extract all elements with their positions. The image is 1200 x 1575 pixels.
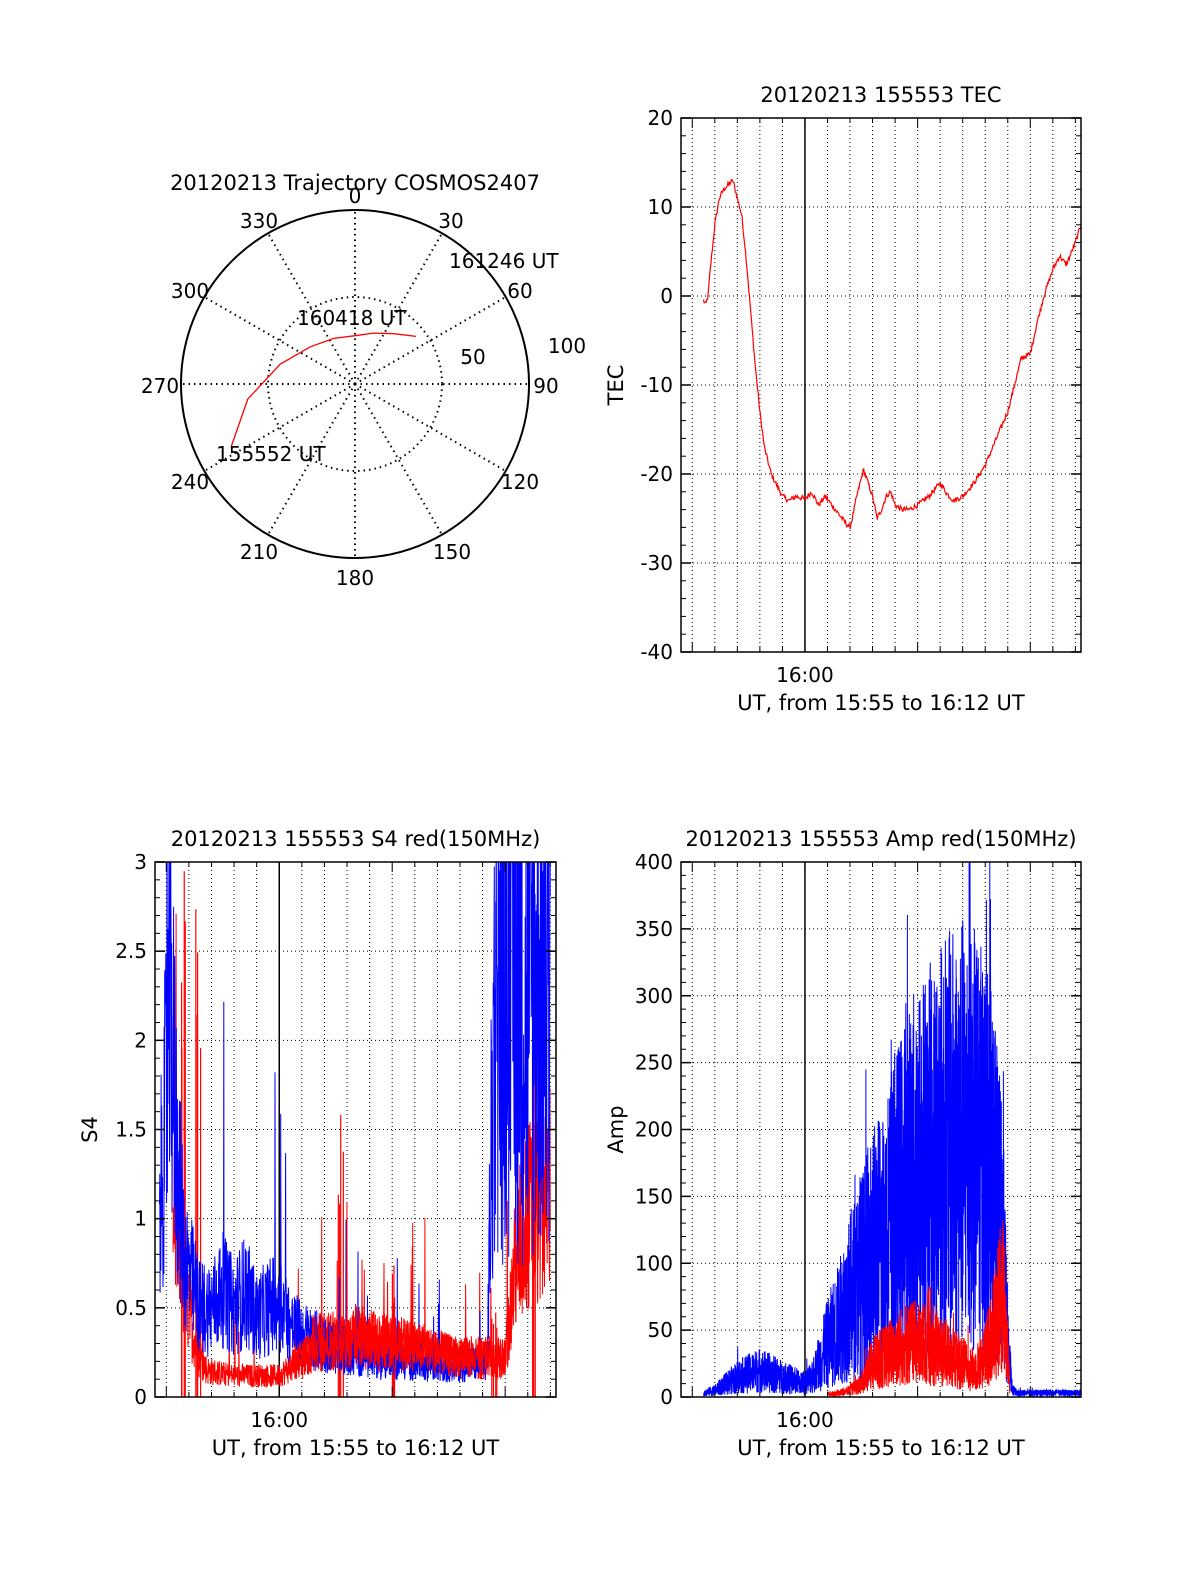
s4-ytick-label: 1.5: [115, 1118, 147, 1142]
polar-angle-label: 180: [336, 566, 374, 590]
polar-angle-label: 240: [171, 470, 209, 494]
s4-title: 20120213 155553 S4 red(150MHz): [171, 827, 541, 851]
tec-ytick-label: -10: [640, 373, 673, 397]
amp-xlabel: UT, from 15:55 to 16:12 UT: [737, 1436, 1025, 1460]
amp-ytick-label: 50: [648, 1318, 673, 1342]
s4-plot: 20120213 155553 S4 red(150MHz) 3 2.5 2 1.5 1 0…: [78, 827, 557, 1460]
amp-ytick-label: 300: [635, 984, 673, 1008]
tec-xlabel: UT, from 15:55 to 16:12 UT: [737, 691, 1025, 715]
polar-grid-spoke: [267, 383, 356, 536]
s4-ytick-label: 0.5: [115, 1296, 147, 1320]
polar-angle-label: 0: [349, 184, 362, 208]
amp-series-red: [827, 1220, 1011, 1397]
s4-ytick-label: 0: [134, 1385, 147, 1409]
s4-ytick-label: 3: [134, 850, 147, 874]
polar-time-annotation: 161246 UT: [449, 249, 559, 273]
tec-ytick-label: 20: [648, 106, 673, 130]
tec-ytick-label: -40: [640, 640, 673, 664]
polar-grid-circle: [267, 296, 443, 472]
tec-title: 20120213 155553 TEC: [760, 83, 1001, 107]
polar-grid-spoke: [354, 383, 443, 536]
tec-ytick-label: 0: [660, 284, 673, 308]
amp-ytick-label: 250: [635, 1051, 673, 1075]
polar-angle-label: 300: [171, 279, 209, 303]
polar-radius-label: 50: [460, 345, 485, 369]
amp-ylabel: Amp: [604, 1105, 628, 1153]
s4-ytick-label: 1: [134, 1207, 147, 1231]
polar-angle-label: 120: [501, 470, 539, 494]
amp-xtick-label: 16:00: [776, 1408, 834, 1432]
amp-ytick-label: 100: [635, 1251, 673, 1275]
polar-angle-label: 30: [438, 209, 463, 233]
tec-ytick-label: 10: [648, 195, 673, 219]
tec-ylabel: TEC: [604, 365, 628, 407]
tec-series-line: [702, 178, 1082, 530]
s4-series-blue: [159, 862, 551, 1383]
polar-grid-spoke: [203, 383, 356, 472]
tec-ytick-label: -30: [640, 551, 673, 575]
polar-grid-spoke: [267, 232, 356, 385]
amp-title: 20120213 155553 Amp red(150MHz): [685, 827, 1076, 851]
polar-grid-spoke: [354, 383, 507, 472]
polar-grid-spoke: [354, 232, 443, 385]
polar-angle-label: 210: [240, 540, 278, 564]
s4-series-red-overlay: [290, 1202, 511, 1380]
polar-title: 20120213 Trajectory COSMOS2407: [170, 171, 540, 195]
polar-time-annotation: 160418 UT: [297, 306, 407, 330]
tec-grid: [681, 117, 1081, 653]
amp-ytick-label: 150: [635, 1184, 673, 1208]
amp-ytick-label: 200: [635, 1118, 673, 1142]
polar-angle-label: 270: [141, 374, 179, 398]
s4-ylabel: S4: [78, 1116, 102, 1143]
amp-ytick-label: 0: [660, 1385, 673, 1409]
polar-angle-label: 150: [433, 540, 471, 564]
s4-ytick-label: 2.5: [115, 939, 147, 963]
s4-ytick-label: 2: [134, 1028, 147, 1052]
s4-series-group: [159, 862, 551, 1397]
s4-xlabel: UT, from 15:55 to 16:12 UT: [212, 1436, 500, 1460]
polar-grid-spoke: [203, 296, 356, 385]
polar-radius-label: 100: [548, 334, 586, 358]
polar-trajectory-line: [230, 332, 416, 448]
tec-xtick-label: 16:00: [776, 663, 834, 687]
amp-ytick-label: 400: [635, 850, 673, 874]
amp-series-blue: [703, 861, 1082, 1399]
polar-outer-circle: [180, 209, 530, 559]
polar-angle-label: 90: [533, 374, 558, 398]
amp-ytick-label: 350: [635, 917, 673, 941]
polar-grid-spoke: [354, 296, 507, 385]
polar-angle-label: 60: [507, 279, 532, 303]
polar-angle-label: 330: [240, 209, 278, 233]
amp-plot: 20120213 155553 Amp red(150MHz) 400 350 300…: [604, 827, 1082, 1460]
s4-xtick-label: 16:00: [250, 1408, 308, 1432]
tec-plot: 20120213 155553 TEC 20 10 0 -10 -20 -30 -40 16:0…: [604, 83, 1082, 715]
polar-time-annotation: 155552 UT: [216, 442, 326, 466]
tec-ytick-label: -20: [640, 462, 673, 486]
